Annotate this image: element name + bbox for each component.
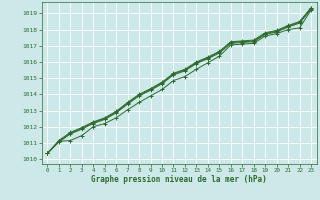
X-axis label: Graphe pression niveau de la mer (hPa): Graphe pression niveau de la mer (hPa) [91, 175, 267, 184]
